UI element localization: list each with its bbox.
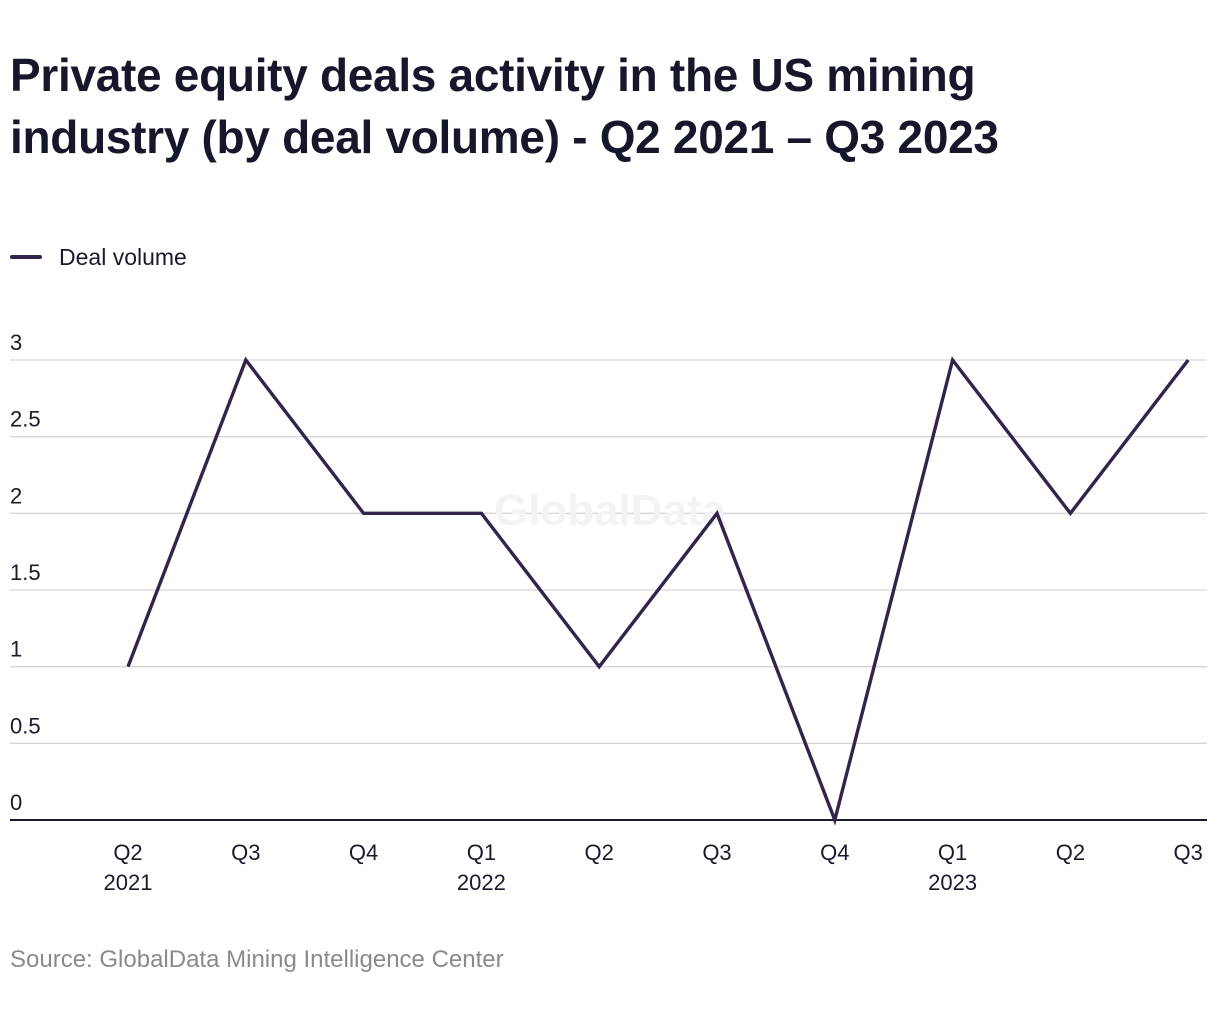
source-note: Source: GlobalData Mining Intelligence C…	[10, 946, 504, 973]
x-tick-label-q1-2022: Q1 2022	[457, 840, 506, 895]
y-tick-label-2-5: 2.5	[10, 407, 41, 432]
data-point-q3-2022	[715, 511, 719, 515]
y-tick-label-3: 3	[10, 330, 22, 355]
y-tick-label-0-5: 0.5	[10, 713, 41, 738]
x-tick-label-q2-2022: Q2	[585, 840, 614, 865]
x-tick-label-q4-2022: Q4	[820, 840, 849, 865]
series-deal-volume	[126, 356, 1190, 826]
y-tick-label-1-5: 1.5	[10, 560, 41, 585]
legend-label-deal-volume: Deal volume	[59, 243, 187, 270]
chart-title-line-2: industry (by deal volume) - Q2 2021 – Q3…	[10, 111, 999, 163]
x-tick-label-q3-2023: Q3	[1174, 840, 1203, 865]
data-point-q2-2022	[597, 665, 601, 669]
gridlines	[10, 359, 1207, 744]
data-point-q1-2023	[951, 358, 955, 362]
data-point-q2-2023	[1068, 511, 1072, 515]
x-axis-ticks: Q2 2021 Q3 Q4 Q1 2022 Q2 Q3 Q4 Q1 2023 Q2 Q3	[104, 840, 1203, 895]
series-line-deal-volume	[126, 356, 1190, 826]
legend-swatch-deal-volume	[10, 255, 42, 259]
chart-title-line-1: Private equity deals activity in the US …	[10, 49, 976, 101]
x-tick-label-q3-2022: Q3	[702, 840, 731, 865]
chart-title: Private equity deals activity in the US …	[10, 44, 1190, 168]
data-point-q1-2022	[479, 511, 483, 515]
x-tick-label-q1-2023: Q1 2023	[928, 840, 977, 895]
data-point-q4-2021	[362, 511, 366, 515]
data-point-q4-2022	[833, 818, 837, 822]
watermark: GlobalData	[494, 486, 727, 535]
data-point-q3-2023	[1186, 358, 1190, 362]
y-tick-label-2: 2	[10, 483, 22, 508]
data-point-q3-2021	[244, 358, 248, 362]
y-axis-ticks: 0 0.5 1 1.5 2 2.5 3	[10, 330, 41, 815]
x-tick-label-q2-2021: Q2 2021	[104, 840, 153, 895]
x-tick-label-q4-2021: Q4	[349, 840, 378, 865]
x-tick-label-q2-2023: Q2	[1056, 840, 1085, 865]
line-chart: 0 0.5 1 1.5 2 2.5 3 GlobalData Q2 2021 Q3 Q4 Q1 202…	[10, 330, 1207, 895]
chart-legend: Deal volume	[10, 242, 187, 272]
y-tick-label-1: 1	[10, 637, 22, 662]
x-tick-label-q3-2021: Q3	[231, 840, 260, 865]
y-tick-label-0: 0	[10, 790, 22, 815]
data-point-q2-2021	[126, 665, 130, 669]
